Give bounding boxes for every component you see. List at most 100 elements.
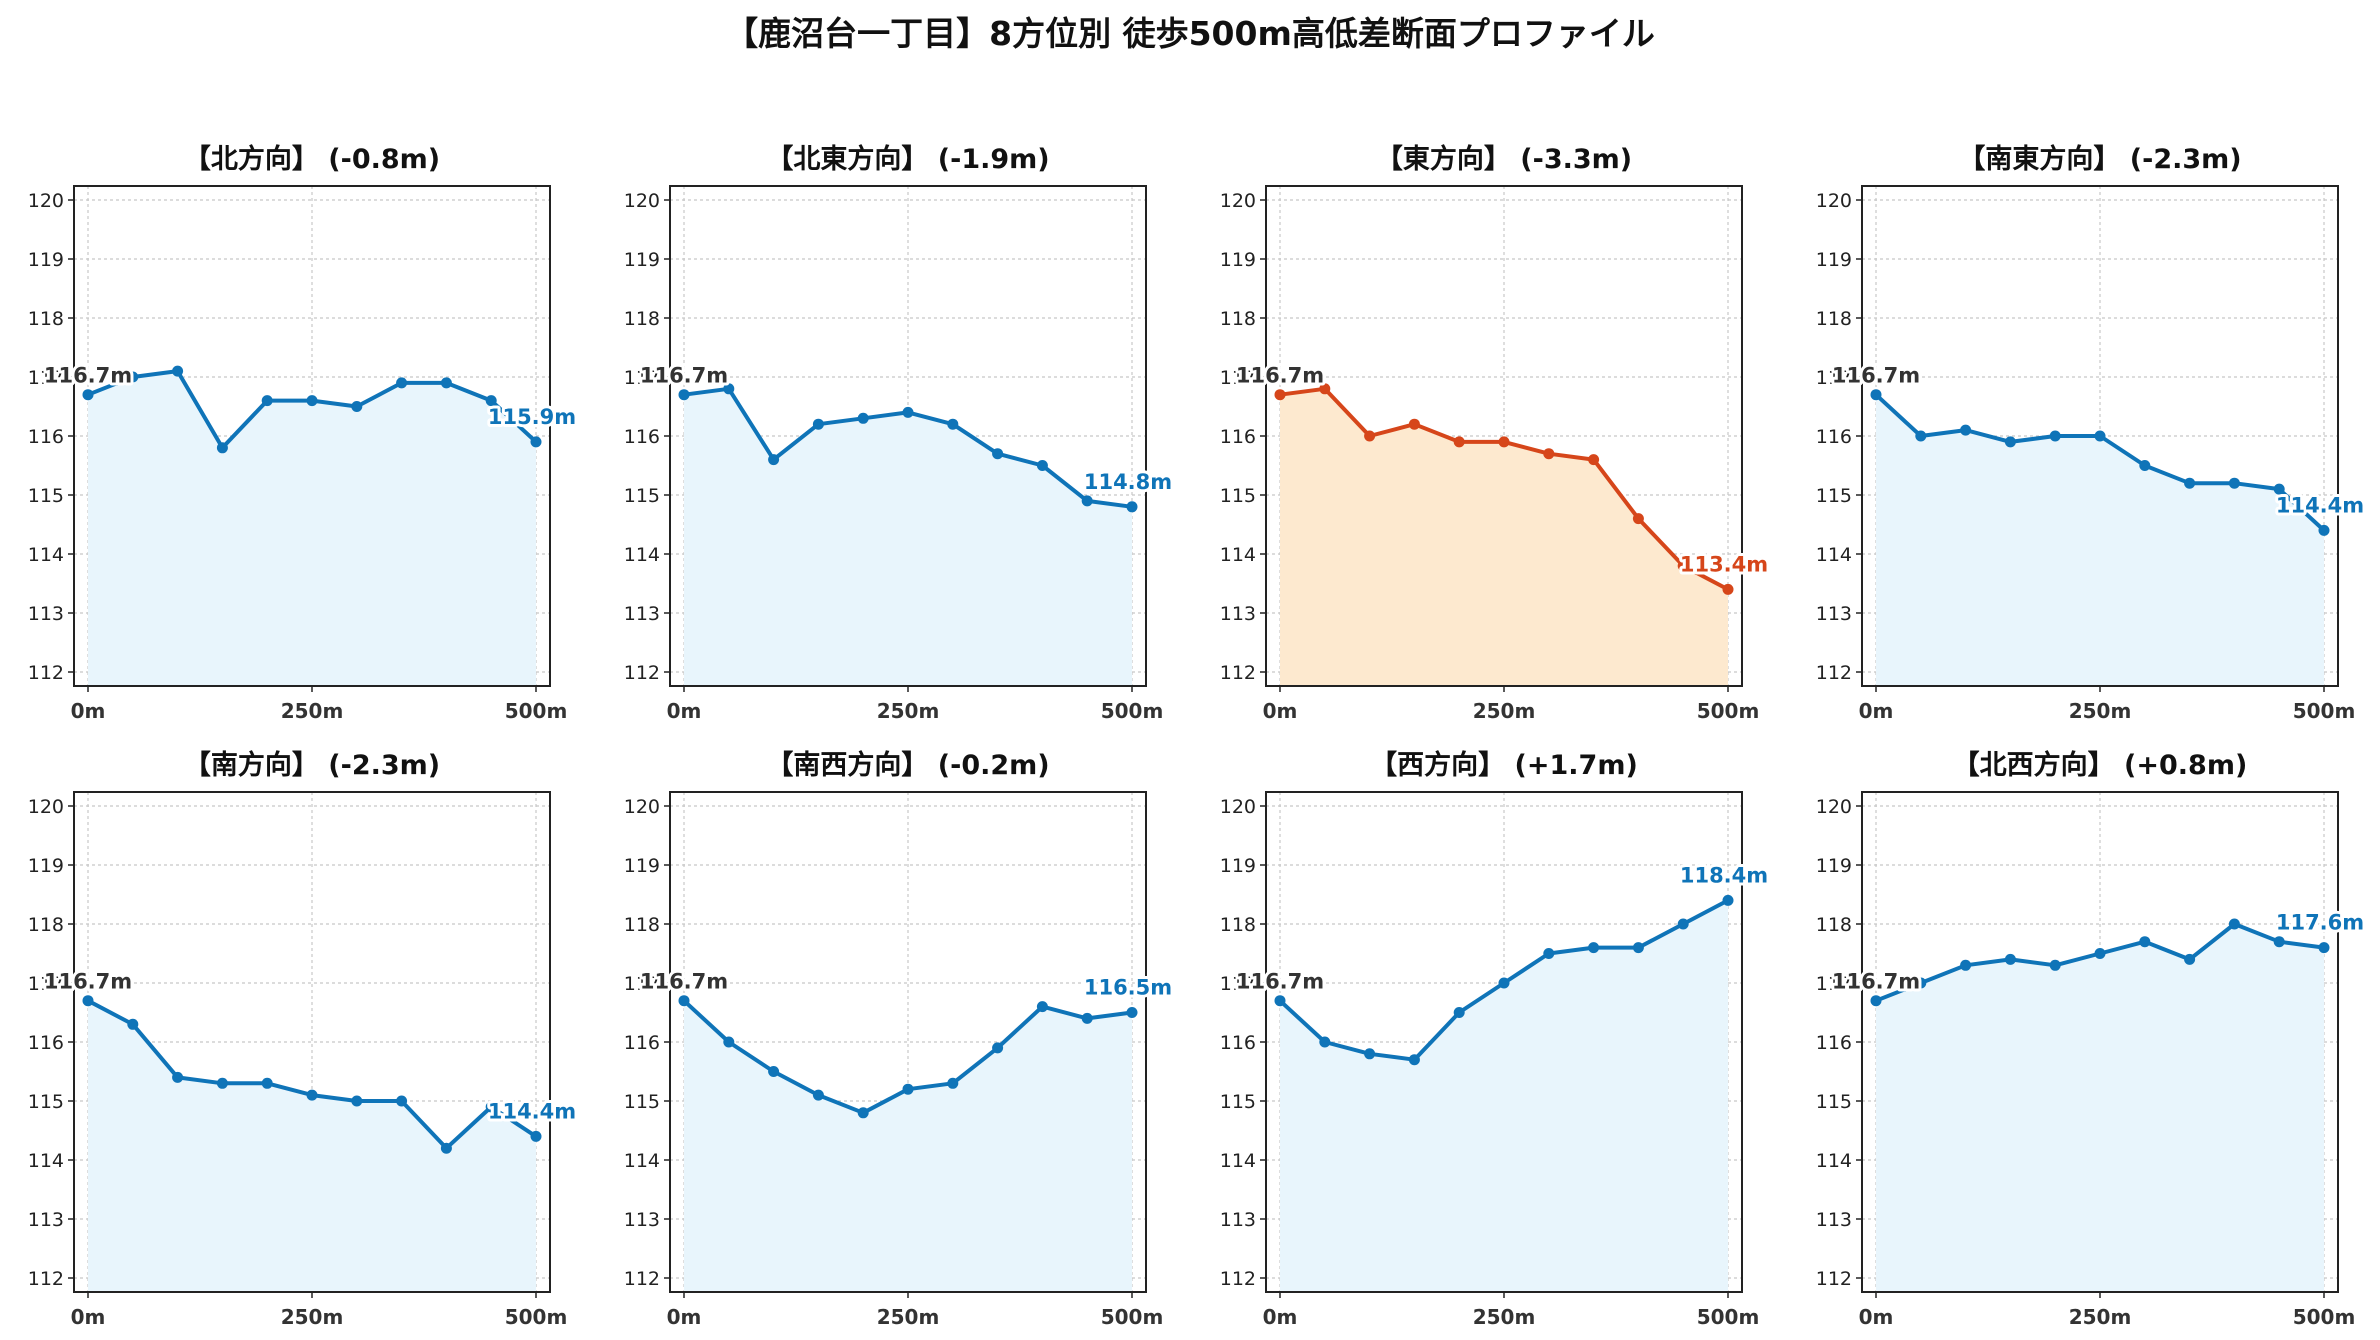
data-point — [1498, 436, 1510, 448]
x-tick-label: 500m — [1697, 1305, 1760, 1329]
y-tick-label: 118 — [1816, 914, 1852, 936]
y-tick-label: 120 — [1816, 190, 1852, 212]
x-tick-label: 500m — [2293, 699, 2356, 723]
x-tick-label: 500m — [2293, 1305, 2356, 1329]
data-point — [1632, 513, 1644, 525]
data-point — [768, 454, 780, 466]
panel-0: 【北方向】 (-0.8m) 112 113 114 115 116 117 118 119 120… — [28, 143, 579, 723]
y-tick-label: 112 — [624, 662, 660, 684]
data-point — [1498, 977, 1510, 989]
area-fill — [1280, 900, 1728, 1292]
x-tick-label: 0m — [1859, 699, 1894, 723]
data-point — [723, 383, 735, 395]
y-tick-label: 115 — [1220, 485, 1256, 507]
x-tick-label: 250m — [2069, 699, 2132, 723]
data-point — [902, 1083, 914, 1095]
data-point — [2004, 953, 2016, 965]
y-tick-label: 117 — [1816, 367, 1852, 389]
panel-7: 【北西方向】 (+0.8m) 112 113 114 115 116 117 118 119 12… — [1816, 749, 2367, 1329]
y-tick-label: 119 — [28, 855, 64, 877]
end-value-label: 114.4m — [488, 1099, 576, 1123]
y-tick-label: 114 — [1220, 1150, 1256, 1172]
x-tick-label: 0m — [1263, 1305, 1298, 1329]
panel-title: 【南東方向】 (-2.3m) — [1958, 143, 2241, 175]
data-point — [2139, 936, 2151, 948]
panel-title: 【北東方向】 (-1.9m) — [766, 143, 1049, 175]
data-point — [723, 1036, 735, 1048]
data-point — [351, 401, 363, 412]
y-tick-label: 116 — [624, 426, 660, 448]
end-value-label: 116.5m — [1084, 976, 1172, 1000]
data-point — [82, 389, 94, 401]
y-tick-label: 112 — [624, 1268, 660, 1290]
end-value-label: 118.4m — [1680, 863, 1768, 887]
data-point — [530, 1130, 542, 1142]
data-point — [768, 1066, 780, 1077]
start-value-label: 116.7m — [1236, 364, 1324, 388]
start-value-label: 116.7m — [1832, 970, 1920, 994]
data-point — [172, 1071, 184, 1083]
y-tick-label: 117 — [1816, 973, 1852, 995]
data-point — [216, 442, 228, 454]
data-point — [261, 1077, 273, 1089]
x-tick-label: 500m — [1101, 699, 1164, 723]
y-tick-label: 113 — [624, 603, 660, 625]
data-point — [306, 1089, 318, 1101]
data-point — [1126, 501, 1138, 513]
y-tick-label: 114 — [1816, 544, 1852, 566]
data-point — [812, 1089, 824, 1101]
data-point — [2318, 942, 2330, 954]
y-tick-label: 115 — [1816, 1091, 1852, 1113]
data-point — [947, 1077, 959, 1089]
data-point — [306, 395, 318, 407]
data-point — [1632, 942, 1644, 954]
y-tick-label: 119 — [1220, 249, 1256, 271]
data-point — [1960, 424, 1972, 436]
panel-title: 【西方向】 (+1.7m) — [1370, 749, 1638, 781]
data-point — [2228, 477, 2240, 489]
area-fill — [1876, 924, 2324, 1292]
y-tick-label: 112 — [1220, 1268, 1256, 1290]
start-value-label: 116.7m — [640, 970, 728, 994]
y-tick-label: 113 — [28, 1209, 64, 1231]
data-point — [2004, 436, 2016, 448]
data-point — [1081, 1012, 1093, 1024]
x-tick-label: 500m — [1697, 699, 1760, 723]
start-value-label: 116.7m — [44, 364, 132, 388]
y-tick-label: 117 — [624, 367, 660, 389]
y-tick-label: 115 — [1816, 485, 1852, 507]
end-value-label: 114.8m — [1084, 470, 1172, 494]
y-tick-label: 112 — [1816, 662, 1852, 684]
panel-title: 【北西方向】 (+0.8m) — [1953, 749, 2248, 781]
y-tick-label: 113 — [624, 1209, 660, 1231]
data-point — [1036, 460, 1048, 471]
y-tick-label: 118 — [28, 914, 64, 936]
panel-title: 【東方向】 (-3.3m) — [1376, 143, 1632, 175]
data-point — [2094, 948, 2106, 959]
panel-5: 【南西方向】 (-0.2m) 112 113 114 115 116 117 118 119 12… — [624, 749, 1175, 1329]
data-point — [992, 1042, 1004, 1054]
data-point — [2184, 953, 2196, 965]
x-tick-label: 250m — [2069, 1305, 2132, 1329]
panel-4: 【南方向】 (-2.3m) 112 113 114 115 116 117 118 119 120… — [28, 749, 579, 1329]
x-tick-label: 0m — [667, 1305, 702, 1329]
data-point — [440, 377, 452, 389]
y-tick-label: 117 — [624, 973, 660, 995]
data-point — [678, 389, 690, 401]
data-point — [2273, 936, 2285, 948]
y-tick-label: 120 — [28, 190, 64, 212]
y-tick-label: 112 — [1220, 662, 1256, 684]
x-tick-label: 500m — [505, 1305, 568, 1329]
data-point — [127, 1018, 139, 1030]
data-point — [2228, 918, 2240, 930]
data-point — [812, 418, 824, 430]
panel-2: 【東方向】 (-3.3m) 112 113 114 115 116 117 118 119 120… — [1220, 143, 1771, 723]
y-tick-label: 117 — [28, 973, 64, 995]
data-point — [857, 1107, 869, 1119]
data-point — [902, 406, 914, 418]
y-tick-label: 119 — [1816, 855, 1852, 877]
data-point — [216, 1077, 228, 1089]
y-tick-label: 113 — [1220, 603, 1256, 625]
panel-1: 【北東方向】 (-1.9m) 112 113 114 115 116 117 118 119 12… — [624, 143, 1175, 723]
data-point — [857, 412, 869, 424]
